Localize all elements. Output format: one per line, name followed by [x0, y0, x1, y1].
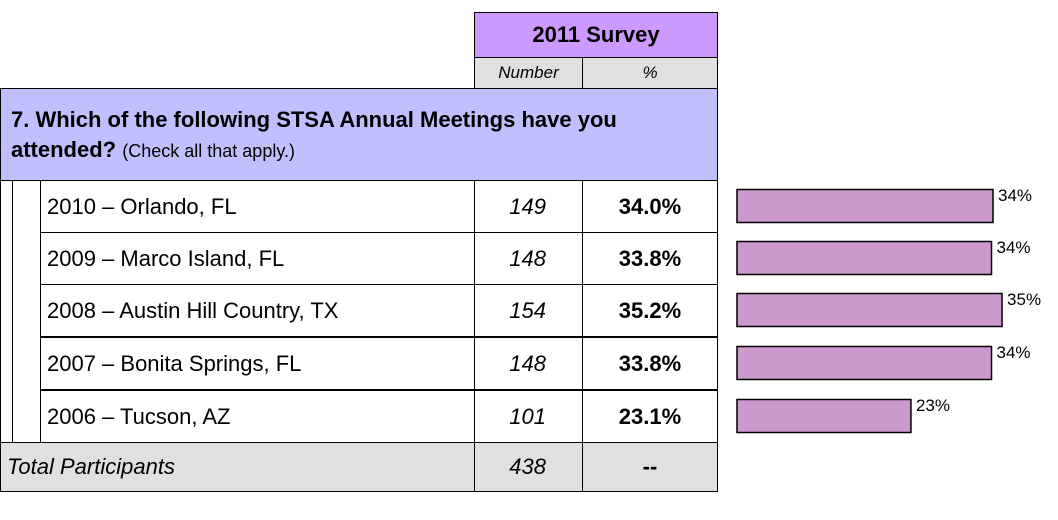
indent — [0, 284, 13, 337]
bar-label: 34% — [997, 238, 1031, 257]
survey-header: 2011 Survey — [474, 12, 718, 58]
total-label: Total Participants — [0, 442, 475, 492]
indent — [0, 180, 13, 233]
question: 7. Which of the following STSA Annual Me… — [0, 88, 718, 181]
bar-label: 34% — [998, 186, 1032, 205]
bar — [736, 188, 994, 224]
row-label: 2007 – Bonita Springs, FL — [40, 337, 475, 390]
column-header: % — [582, 57, 718, 89]
row-label: 2008 – Austin Hill Country, TX — [40, 284, 475, 337]
row-percent: 34.0% — [582, 180, 718, 233]
total-number: 438 — [474, 442, 583, 492]
question-text: 7. Which of the following STSA Annual Me… — [11, 107, 617, 162]
question-note: (Check all that apply.) — [122, 141, 295, 161]
row-percent: 33.8% — [582, 337, 718, 390]
bar — [736, 292, 1003, 328]
indent — [0, 337, 13, 390]
indent — [0, 390, 13, 443]
total-percent: -- — [582, 442, 718, 492]
row-percent: 33.8% — [582, 232, 718, 285]
bar-label: 23% — [916, 396, 950, 415]
bar-label: 34% — [997, 343, 1031, 362]
indent — [0, 232, 13, 285]
bar — [736, 345, 993, 381]
bar — [736, 398, 912, 434]
row-percent: 35.2% — [582, 284, 718, 337]
bar-label: 35% — [1007, 290, 1041, 309]
bar — [736, 240, 993, 276]
